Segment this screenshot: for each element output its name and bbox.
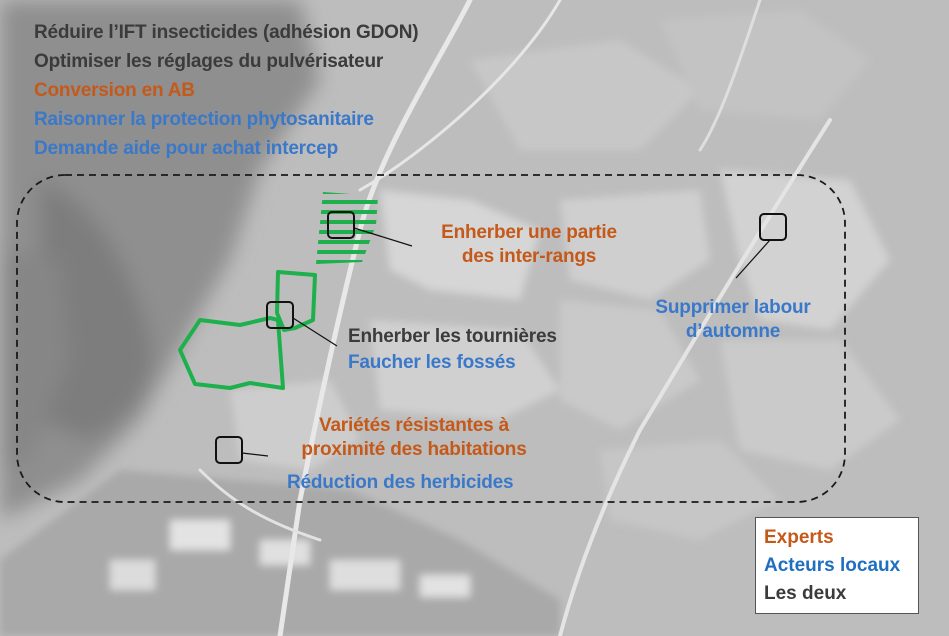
goal-achat-intercep: Demande aide pour achat intercep bbox=[34, 138, 339, 159]
annotation-enherber-partie: Enherber une partie des inter-rangs bbox=[441, 222, 617, 267]
annotation-labour: Supprimer labour d’automne bbox=[655, 297, 811, 342]
goal-conversion-ab: Conversion en AB bbox=[34, 80, 195, 101]
striped-field bbox=[316, 192, 378, 264]
marker-box bbox=[266, 301, 294, 329]
fields bbox=[230, 10, 900, 540]
annotation-herbicides: Réduction des herbicides bbox=[287, 472, 514, 493]
marker-box bbox=[215, 436, 243, 464]
marker-box bbox=[327, 211, 355, 239]
leader-lines bbox=[241, 227, 771, 457]
legend: Experts Acteurs locaux Les deux bbox=[755, 517, 919, 614]
goal-pulverisateur: Optimiser les réglages du pulvérisateur bbox=[34, 51, 384, 72]
study-area-outline bbox=[16, 174, 846, 503]
village-area bbox=[0, 470, 560, 636]
marker-box bbox=[759, 213, 787, 241]
annotation-tournieres: Enherber les tournières bbox=[348, 326, 557, 347]
field-parcel-outline bbox=[275, 270, 317, 332]
annotation-fosses: Faucher les fossés bbox=[348, 352, 516, 373]
legend-experts: Experts bbox=[764, 527, 834, 548]
goal-protection-phyto: Raisonner la protection phytosanitaire bbox=[34, 109, 374, 130]
annotation-varietes: Variétés résistantes à proximité des hab… bbox=[301, 415, 527, 460]
field-parcel-outline bbox=[178, 316, 285, 390]
legend-local-actors: Acteurs locaux bbox=[764, 555, 901, 576]
legend-both: Les deux bbox=[764, 583, 847, 604]
goal-ift-insecticides: Réduire l’IFT insecticides (adhésion GDO… bbox=[34, 22, 419, 43]
